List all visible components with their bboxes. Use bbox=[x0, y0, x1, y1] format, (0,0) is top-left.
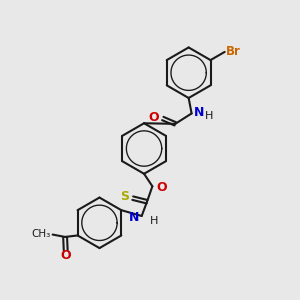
Text: S: S bbox=[120, 190, 129, 203]
Text: O: O bbox=[60, 249, 71, 262]
Text: CH₃: CH₃ bbox=[31, 229, 50, 239]
Text: O: O bbox=[156, 181, 166, 194]
Text: Br: Br bbox=[226, 45, 241, 58]
Text: H: H bbox=[150, 216, 158, 226]
Text: O: O bbox=[148, 110, 159, 124]
Text: N: N bbox=[194, 106, 204, 119]
Text: H: H bbox=[204, 111, 213, 122]
Text: N: N bbox=[129, 211, 139, 224]
